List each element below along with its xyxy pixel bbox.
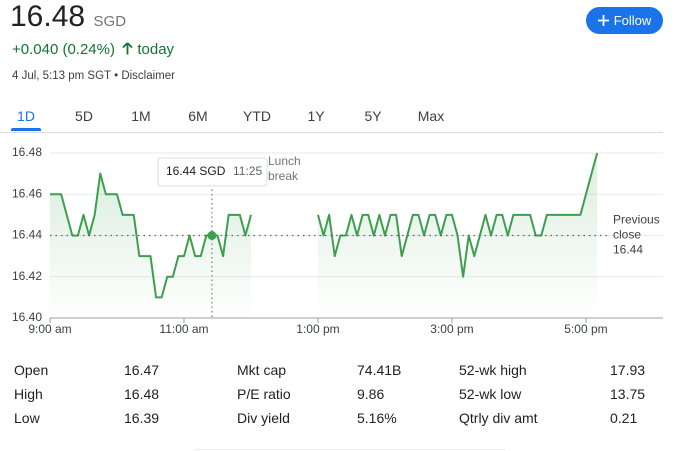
stat-value: 5.16%	[357, 410, 397, 426]
stat-value: 16.47	[124, 362, 160, 378]
tooltip-time: 11:25	[233, 164, 262, 178]
x-tick-label: 5:00 pm	[564, 322, 607, 336]
price-row: 16.48 SGD	[10, 0, 126, 34]
stat-label: Open	[14, 362, 49, 378]
stats-table: Open 16.47 Mkt cap 74.41B 52-wk high 17.93 Hig…	[0, 358, 685, 438]
y-tick-label: 16.44	[12, 228, 42, 242]
period: today	[137, 41, 175, 58]
tab[interactable]: Max	[417, 108, 445, 124]
disclaimer[interactable]: Disclaimer	[121, 70, 175, 82]
previous-close-label: Previous	[613, 213, 660, 227]
timestamp-row: 4 Jul, 5:13 pm SGT • Disclaimer	[12, 70, 175, 82]
y-tick-label: 16.42	[12, 269, 42, 283]
tab[interactable]: 6M	[188, 108, 208, 124]
area	[50, 173, 251, 318]
price: 16.48	[10, 0, 86, 33]
stat-value: 74.41B	[357, 362, 402, 378]
tab[interactable]: 1Y	[307, 108, 325, 124]
stat-value: 9.86	[357, 386, 385, 402]
y-tick-label: 16.48	[12, 145, 42, 159]
plus-icon	[597, 15, 609, 26]
follow-button[interactable]: Follow	[586, 7, 663, 34]
tab[interactable]: 5Y	[364, 108, 382, 124]
lunch-label: Lunch	[268, 154, 301, 168]
stat-value: 16.48	[124, 386, 160, 402]
previous-close-label: close	[613, 228, 641, 242]
tab[interactable]: 5D	[75, 108, 93, 124]
tooltip-price: 16.44 SGD	[166, 164, 226, 178]
y-tick-label: 16.40	[12, 310, 42, 324]
currency: SGD	[93, 13, 127, 30]
stat-label: Qtrly div amt	[459, 410, 538, 426]
stat-label: Low	[14, 410, 40, 426]
stat-value: 17.93	[610, 362, 646, 378]
stat-value: 0.21	[610, 410, 638, 426]
change-row: +0.040 (0.24%) today	[12, 41, 174, 58]
tab[interactable]: 1M	[131, 108, 151, 124]
stat-value: 13.75	[610, 386, 646, 402]
follow-label: Follow	[613, 13, 652, 28]
x-tick-label: 9:00 am	[28, 322, 71, 336]
separator: •	[114, 70, 119, 82]
tab-underline	[11, 128, 41, 131]
stat-label: Div yield	[237, 410, 290, 426]
x-tick-label: 3:00 pm	[430, 322, 473, 336]
x-tick-label: 1:00 pm	[296, 322, 339, 336]
area	[317, 153, 598, 318]
divider	[195, 449, 505, 450]
range-tabs: 1D 5D 1M 6M YTD 1Y 5Y Max	[0, 104, 663, 133]
up-arrow	[122, 42, 133, 55]
x-tick-label: 11:00 am	[159, 322, 208, 336]
stat-label: 52-wk high	[459, 362, 527, 378]
stat-label: High	[14, 386, 43, 402]
stat-label: P/E ratio	[237, 386, 291, 402]
change: +0.040 (0.24%)	[12, 41, 115, 58]
hover-point	[207, 231, 217, 240]
lunch-label: break	[268, 169, 299, 183]
previous-close-value: 16.44	[613, 243, 643, 257]
stat-label: 52-wk low	[459, 386, 522, 402]
price-line	[50, 172, 252, 299]
chart: 16.48 16.46 16.44 16.42 16.409:00 am 11:00 am…	[12, 145, 663, 336]
stat-value: 16.39	[124, 410, 160, 426]
tab[interactable]: YTD	[243, 108, 271, 124]
stat-label: Mkt cap	[237, 362, 287, 378]
y-tick-label: 16.46	[12, 186, 42, 200]
tab[interactable]: 1D	[17, 108, 35, 124]
tooltip-box	[157, 157, 268, 187]
timestamp: 4 Jul, 5:13 pm SGT	[12, 70, 111, 82]
